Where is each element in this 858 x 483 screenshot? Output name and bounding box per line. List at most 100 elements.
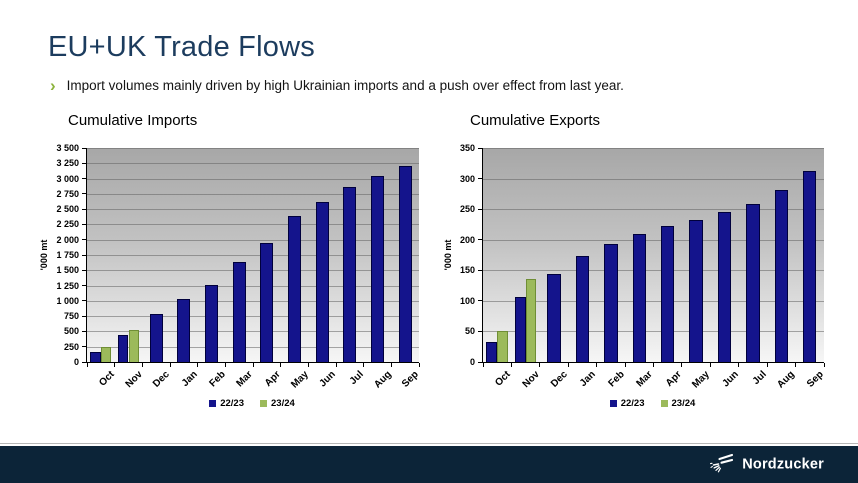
x-tick-mark (653, 363, 654, 367)
legend-label: 22/23 (620, 398, 645, 409)
bullet-text: Import volumes mainly driven by high Ukr… (66, 78, 624, 93)
legend-label: 23/24 (671, 398, 696, 409)
bar-22-23-mar (632, 233, 646, 362)
x-tick-mark (624, 363, 626, 367)
x-tick-mark (169, 363, 171, 367)
y-tick-label: 0 (73, 357, 79, 367)
bar-22-23-jan (177, 299, 191, 362)
y-tick-label: 0 (469, 357, 475, 367)
y-tick-mark (82, 254, 86, 256)
bar-23-24-nov (525, 278, 537, 362)
y-tick-label: 50 (464, 326, 475, 337)
x-tick-mark (738, 363, 740, 367)
bar-22-23-nov (117, 334, 129, 362)
x-tick-mark (709, 363, 711, 367)
legend-swatch-icon (260, 400, 267, 407)
gridline (87, 239, 419, 241)
gridline (87, 148, 419, 149)
gridline (87, 163, 419, 165)
exports-y-axis-title: '000 mt (443, 239, 453, 271)
imports-chart: Cumulative Imports '000 mt 0 250 500 750 1 0… (0, 110, 430, 426)
y-tick-mark (82, 269, 86, 271)
y-tick-mark (82, 147, 86, 149)
exports-legend: 22/23 23/24 (482, 398, 823, 409)
bar-22-23-mar (232, 261, 246, 362)
exports-plot-area: 0 50 100 150 200 250 300 350 Oct Nov Dec Jan Feb Mar A… (460, 143, 826, 391)
gridline (483, 270, 824, 272)
y-tick-label: 1 250 (56, 280, 79, 291)
y-tick-label: 300 (459, 173, 475, 184)
imports-plot-area: 0 250 500 750 1 000 1 250 1 500 1 750 2 000 2 250… (56, 143, 420, 391)
bar-23-24-oct (100, 347, 112, 362)
y-tick-mark (82, 330, 86, 332)
exports-chart: Cumulative Exports '000 mt 0 50 100 150 200 2… (430, 110, 858, 426)
bar-22-23-aug (370, 176, 384, 362)
gridline (483, 331, 824, 333)
gridline (87, 209, 419, 211)
y-tick-label: 2 000 (56, 234, 79, 245)
legend-item: 23/24 (660, 398, 696, 409)
legend-swatch-icon (209, 400, 217, 407)
gridline (87, 300, 419, 302)
gridline (483, 300, 824, 302)
y-tick-mark (478, 330, 482, 332)
y-tick-mark (478, 239, 482, 241)
x-tick-mark (823, 363, 825, 367)
y-tick-label: 2 750 (56, 188, 79, 199)
x-tick-mark (114, 363, 116, 367)
bar-22-23-oct (486, 341, 498, 362)
x-tick-mark (482, 363, 484, 367)
legend-swatch-icon (660, 400, 668, 407)
y-tick-mark (82, 315, 86, 317)
bar-22-23-sep (803, 171, 817, 362)
y-tick-label: 1 000 (56, 295, 79, 306)
bar-23-24-nov (128, 329, 139, 362)
legend-item: 23/24 (260, 398, 295, 409)
y-tick-label: 100 (459, 295, 475, 306)
gridline (483, 148, 824, 149)
bar-22-23-may (689, 219, 703, 362)
y-tick-label: 2 500 (56, 204, 79, 215)
legend-item: 22/23 (609, 398, 645, 409)
brand-text: Nordzucker (742, 456, 824, 473)
gridline (87, 270, 419, 272)
bar-22-23-oct (90, 351, 101, 362)
bar-22-23-jul (343, 187, 357, 362)
x-tick-mark (252, 363, 254, 367)
y-tick-mark (478, 361, 482, 363)
x-tick-mark (363, 363, 365, 367)
y-tick-label: 1 750 (56, 250, 79, 260)
x-tick-mark (596, 363, 598, 367)
y-tick-mark (82, 285, 86, 287)
y-tick-label: 2 250 (56, 219, 79, 230)
exports-chart-title: Cumulative Exports (470, 112, 601, 129)
x-tick-mark (335, 363, 337, 367)
chevron-bullet-icon: › (50, 76, 56, 95)
x-tick-mark (390, 363, 392, 367)
gridline (87, 255, 419, 256)
bar-22-23-feb (204, 284, 218, 362)
page-title: EU+UK Trade Flows (48, 31, 315, 63)
y-tick-label: 250 (63, 341, 79, 352)
bar-22-23-jun (717, 212, 732, 362)
x-tick-mark (510, 363, 512, 367)
y-tick-mark (82, 162, 86, 164)
imports-y-axis-title: '000 mt (39, 239, 49, 271)
y-tick-mark (478, 147, 482, 149)
legend-item: 22/23 (209, 398, 244, 409)
y-tick-mark (478, 269, 482, 271)
x-tick-mark (539, 363, 541, 367)
y-tick-mark (478, 300, 482, 302)
x-tick-mark (224, 363, 226, 367)
imports-legend: 22/23 23/24 (86, 398, 418, 409)
gridline (483, 209, 824, 211)
y-tick-label: 350 (459, 143, 475, 153)
bar-22-23-may (287, 216, 301, 362)
y-tick-mark (82, 346, 86, 348)
gridline (87, 224, 419, 226)
y-tick-mark (82, 361, 86, 363)
bar-22-23-dec (149, 314, 163, 362)
legend-swatch-icon (609, 400, 617, 407)
gridline (87, 346, 419, 348)
